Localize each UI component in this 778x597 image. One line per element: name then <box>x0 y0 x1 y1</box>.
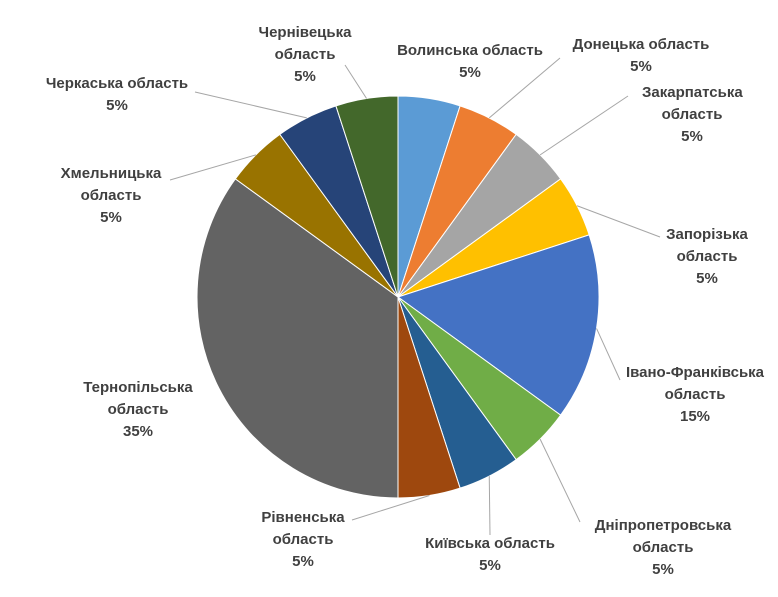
value-label: 15% <box>679 408 711 425</box>
category-label: Волинська область <box>397 42 543 59</box>
data-label: Тернопільська область 35% <box>78 377 198 443</box>
category-label: Івано-Франківська область <box>625 364 765 403</box>
data-label: Хмельницька область 5% <box>56 163 166 229</box>
data-label: Дніпропетровська область 5% <box>583 515 743 581</box>
category-label: Закарпатська область <box>642 84 743 123</box>
leader-line <box>194 91 307 119</box>
leader-line <box>539 438 581 523</box>
value-label: 5% <box>630 58 652 75</box>
value-label: 5% <box>100 209 122 226</box>
category-label: Дніпропетровська область <box>594 517 732 556</box>
data-label: Черкаська область 5% <box>32 73 202 117</box>
leader-line <box>488 476 491 536</box>
leader-line <box>351 495 430 521</box>
category-label: Київська область <box>425 535 555 552</box>
value-label: 5% <box>652 561 674 578</box>
data-label: Закарпатська область 5% <box>642 82 743 148</box>
leader-line <box>576 205 661 238</box>
value-label: 35% <box>122 423 154 440</box>
value-label: 5% <box>106 97 128 114</box>
value-label: 5% <box>294 68 316 85</box>
data-label: Івано-Франківська область 15% <box>610 362 778 428</box>
category-label: Рівненська область <box>261 509 345 548</box>
leader-line <box>169 154 257 181</box>
leader-line <box>344 64 367 99</box>
pie-slice <box>335 95 399 298</box>
leader-line <box>488 57 561 119</box>
pie-slice <box>196 178 399 499</box>
category-label: Хмельницька область <box>60 165 162 204</box>
category-label: Чернівецька область <box>258 24 352 63</box>
value-label: 5% <box>292 553 314 570</box>
leader-line <box>596 328 621 381</box>
pie-slice <box>396 234 600 416</box>
category-label: Донецька область <box>572 36 710 53</box>
data-label: Рівненська область 5% <box>253 507 353 573</box>
value-label: 5% <box>681 128 703 145</box>
value-label: 5% <box>479 557 501 574</box>
data-label: Київська область 5% <box>405 533 575 577</box>
data-label: Чернівецька область 5% <box>250 22 360 88</box>
category-label: Тернопільська область <box>83 379 193 418</box>
category-label: Черкаська область <box>45 75 189 92</box>
data-label: Запорізька область 5% <box>657 224 757 290</box>
data-label: Волинська область 5% <box>385 40 555 84</box>
leader-line <box>539 95 629 156</box>
data-label: Донецька область 5% <box>556 34 726 78</box>
value-label: 5% <box>696 270 718 287</box>
category-label: Запорізька область <box>666 226 748 265</box>
value-label: 5% <box>459 64 481 81</box>
